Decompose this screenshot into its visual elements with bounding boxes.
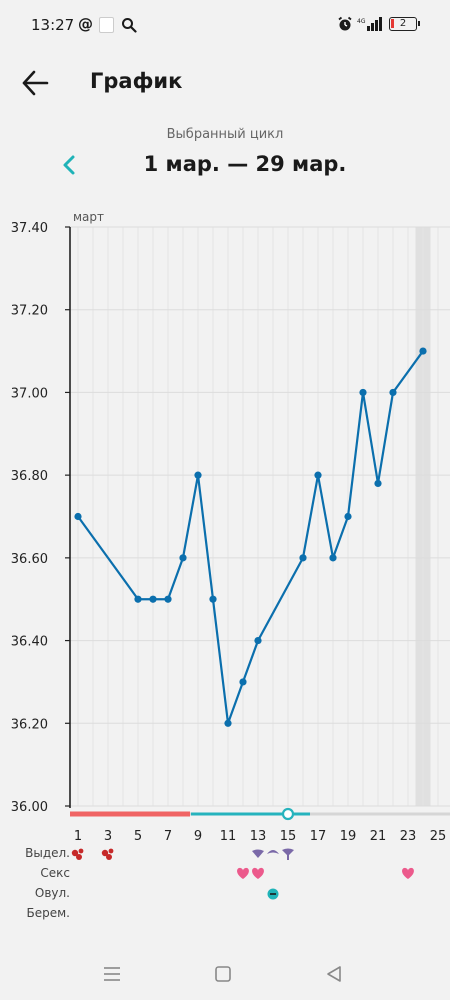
temperature-point[interactable] [74, 512, 82, 521]
ovulation-marker [281, 807, 295, 821]
temperature-point[interactable] [164, 595, 172, 603]
temperature-point[interactable] [389, 388, 397, 397]
temperature-point[interactable] [134, 595, 142, 603]
temperature-point[interactable] [254, 636, 262, 645]
back-arrow-icon[interactable] [18, 65, 54, 101]
blood-drops-icon [71, 848, 84, 860]
row-label-pregnancy: Берем. [26, 906, 70, 920]
menu-icon[interactable] [99, 962, 125, 986]
temperature-point[interactable] [299, 554, 307, 562]
temperature-point[interactable] [314, 471, 322, 479]
system-nav-bar [0, 950, 450, 1000]
x-tick-label: 17 [310, 829, 327, 844]
signal-icon: 4G [357, 17, 382, 31]
search-icon [122, 18, 137, 33]
status-bar: 13:27 @ 4G 2 [0, 0, 450, 50]
temperature-point[interactable] [194, 471, 202, 479]
y-tick-label: 36.40 [11, 635, 48, 650]
notification-icon [99, 17, 114, 33]
x-tick-label: 13 [250, 829, 267, 844]
row-label-bleeding: Выдел. [25, 846, 70, 860]
heart-icon [252, 867, 264, 879]
blood-drops-icon [101, 848, 114, 860]
y-tick-label: 36.60 [11, 552, 48, 567]
battery-level: 2 [399, 18, 407, 29]
temperature-line [77, 350, 424, 725]
x-tick-label: 9 [194, 829, 202, 844]
temperature-point[interactable] [359, 388, 367, 397]
x-tick-label: 7 [164, 829, 172, 844]
temperature-point[interactable] [179, 554, 187, 562]
month-label: март [73, 210, 104, 224]
x-tick-label: 1 [74, 829, 82, 844]
temperature-point[interactable] [209, 595, 217, 603]
y-tick-label: 37.20 [11, 304, 48, 319]
app-bar: График [0, 55, 450, 111]
discharge-icon [267, 850, 279, 854]
x-tick-label: 11 [220, 829, 237, 844]
temperature-point[interactable] [149, 595, 157, 603]
chevron-left-icon[interactable] [56, 151, 82, 179]
status-time: 13:27 [31, 16, 75, 34]
temperature-point[interactable] [224, 719, 232, 727]
temperature-point[interactable] [329, 554, 337, 562]
temperature-point[interactable] [344, 512, 352, 521]
row-label-sex: Секс [40, 866, 70, 880]
x-tick-label: 21 [370, 829, 387, 844]
x-tick-label: 5 [134, 829, 142, 844]
battery-icon: 2 [389, 17, 420, 31]
x-tick-label: 19 [340, 829, 357, 844]
heart-icon [402, 867, 414, 879]
x-tick-label: 23 [400, 829, 417, 844]
discharge-icon [282, 848, 294, 860]
heart-icon [237, 867, 249, 879]
x-tick-label: 25 [430, 829, 447, 844]
temperature-chart[interactable]: 37.40 37.20 37.00 36.80 36.60 36.40 36.20 36.00… [0, 200, 450, 930]
y-tick-label: 36.20 [11, 717, 48, 732]
row-label-ovulation: Овул. [34, 886, 70, 900]
y-tick-label: 36.80 [11, 469, 48, 484]
x-tick-label: 3 [104, 829, 112, 844]
y-tick-label: 36.00 [11, 800, 48, 815]
home-icon[interactable] [210, 962, 236, 986]
discharge-icon [252, 849, 264, 858]
temperature-point[interactable] [419, 347, 427, 355]
cycle-caption: Выбранный цикл [166, 127, 284, 142]
x-tick-label: 15 [280, 829, 297, 844]
alarm-icon [338, 16, 352, 31]
back-triangle-icon[interactable] [321, 962, 347, 986]
temperature-point[interactable] [374, 479, 382, 488]
at-icon: @ [78, 15, 93, 33]
page-title: График [90, 69, 183, 93]
cycle-range: 1 мар. — 29 мар. [143, 152, 347, 176]
svg-text:4G: 4G [357, 18, 366, 25]
y-tick-label: 37.40 [11, 221, 48, 236]
y-tick-label: 37.00 [11, 386, 48, 401]
temperature-point[interactable] [239, 678, 247, 686]
